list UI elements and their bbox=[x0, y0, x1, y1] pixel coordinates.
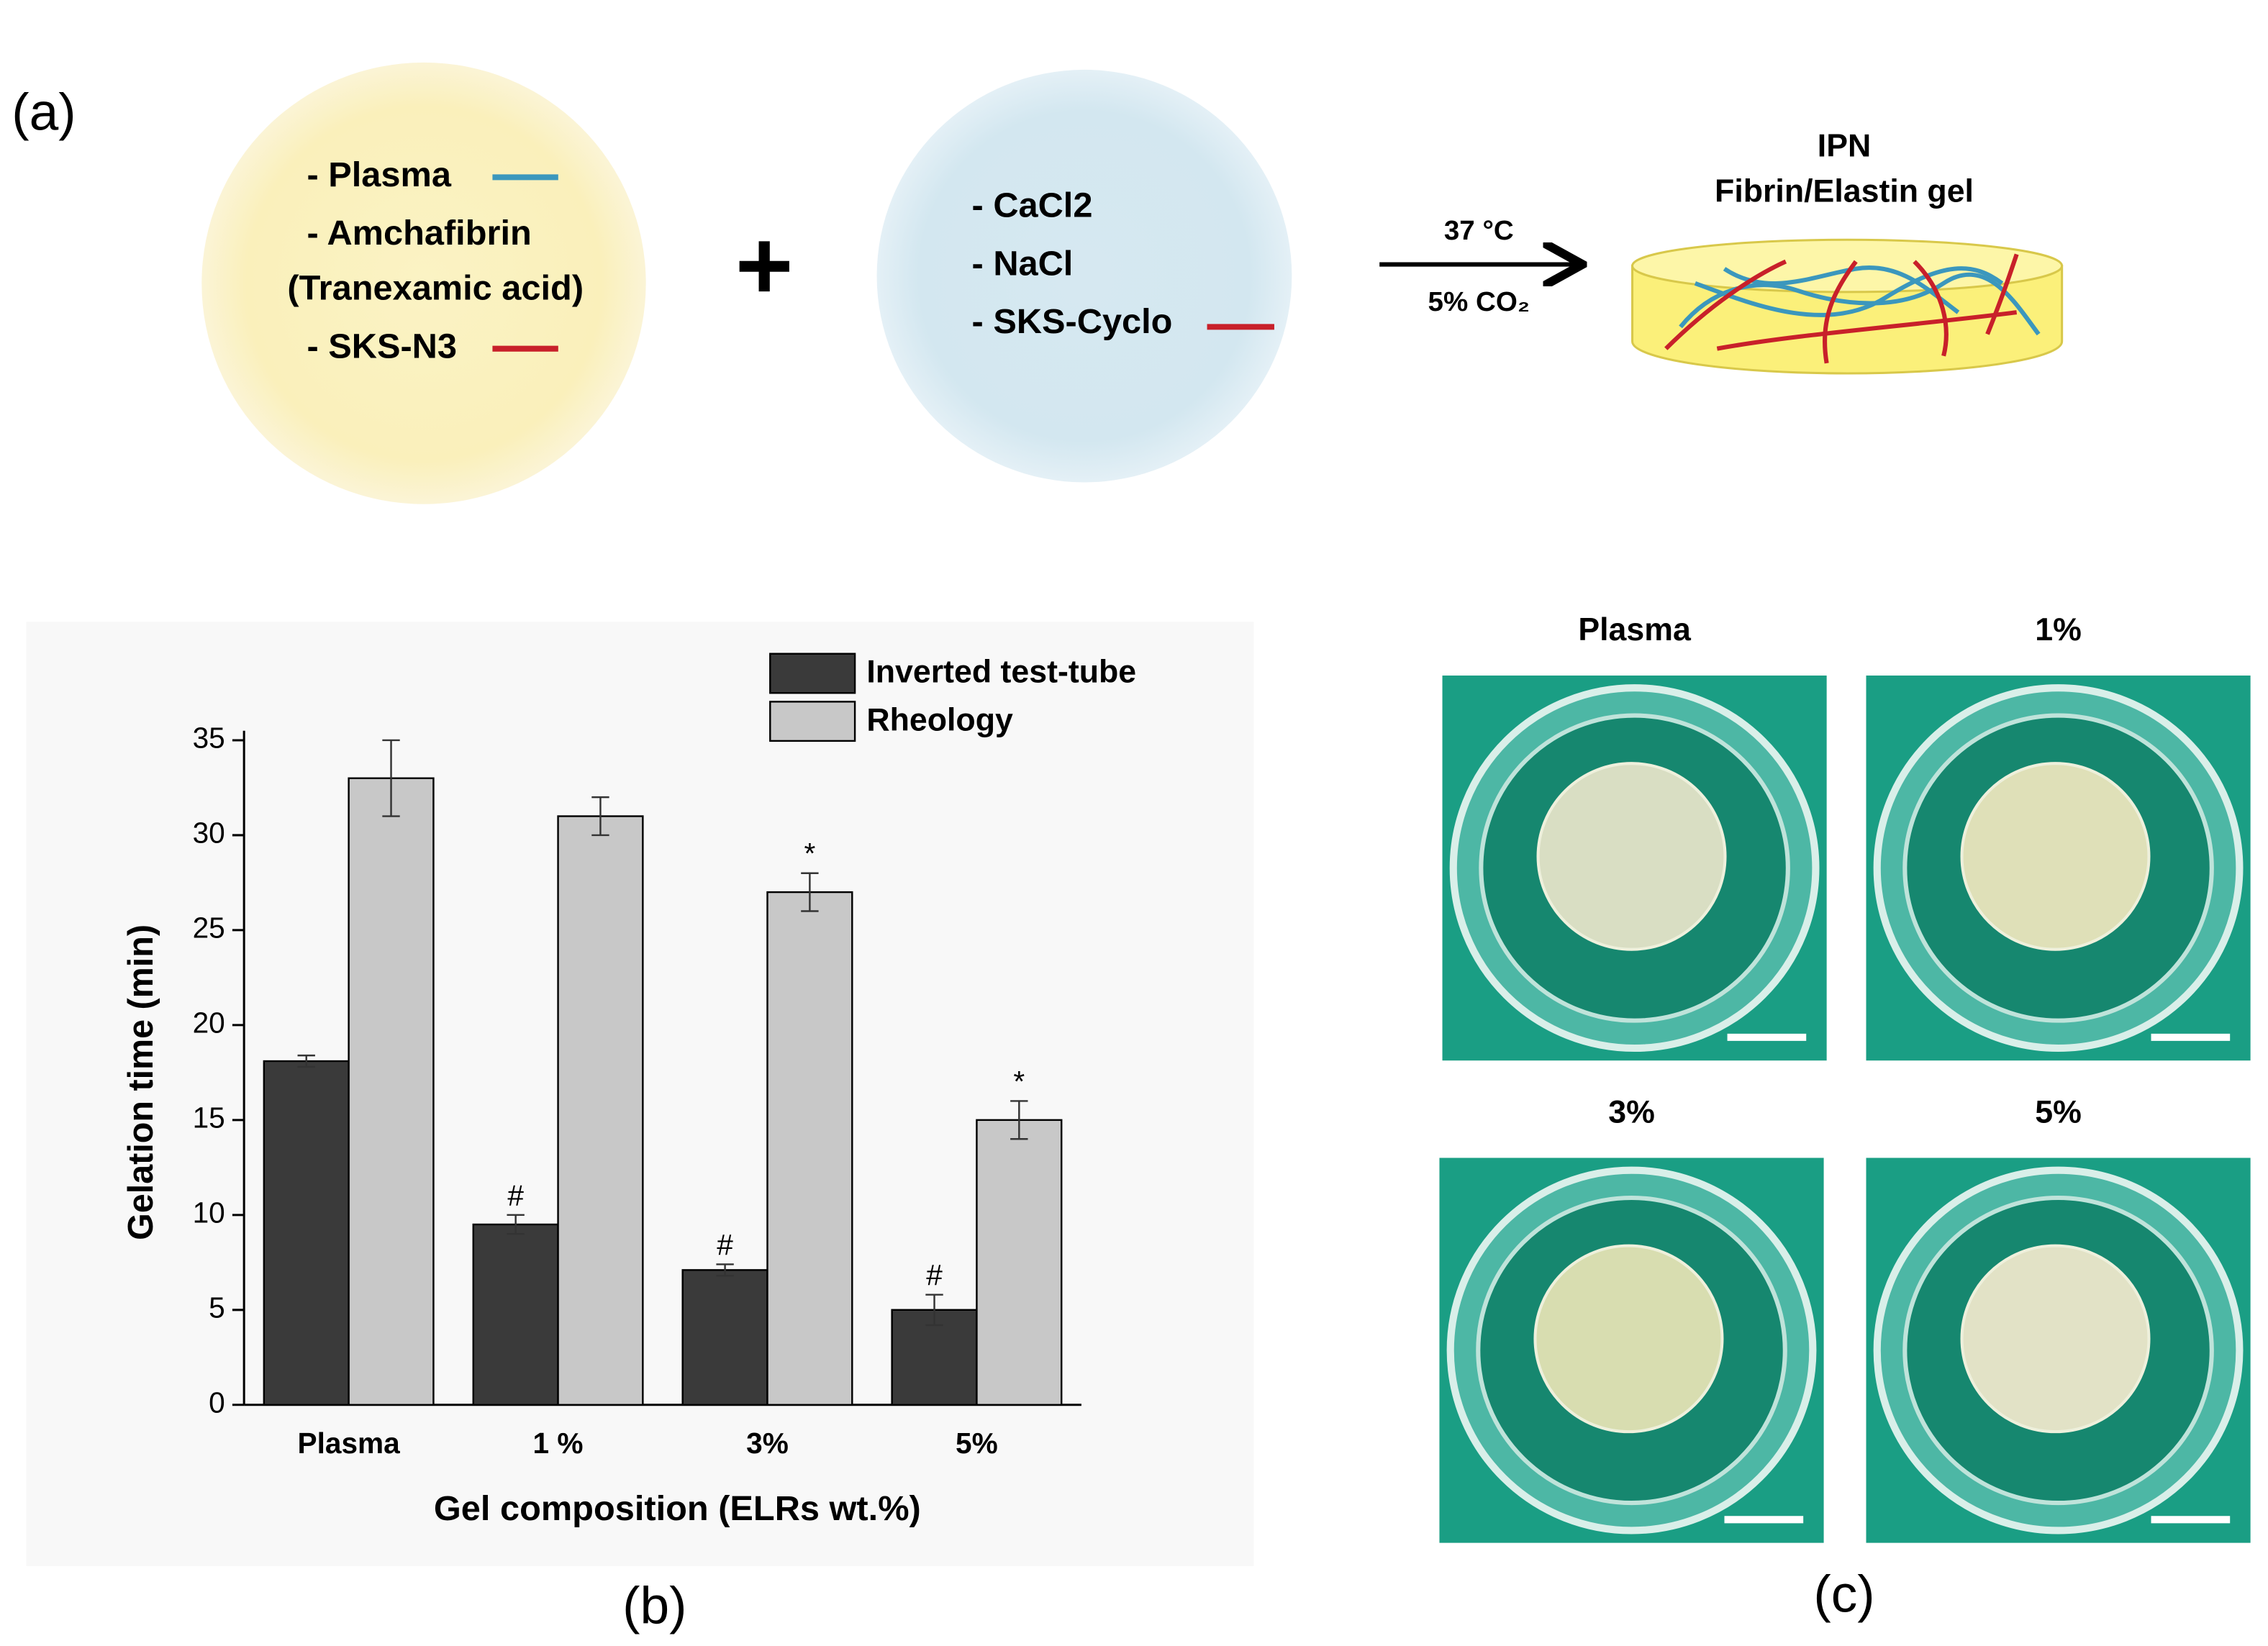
significance-mark: # bbox=[507, 1178, 524, 1211]
error-bar bbox=[591, 796, 609, 837]
mixture-item: (Tranexamic acid) bbox=[287, 269, 584, 308]
bar bbox=[557, 815, 644, 1406]
plus-sign: + bbox=[735, 210, 794, 321]
error-bar bbox=[716, 1263, 734, 1277]
panel-label: (b) bbox=[622, 1577, 686, 1635]
bar bbox=[681, 1269, 768, 1406]
x-tick-label: 5% bbox=[956, 1427, 998, 1460]
error-bar bbox=[925, 1293, 943, 1327]
error-bar bbox=[1010, 1100, 1028, 1140]
mixture-item: - Amchafibrin bbox=[307, 214, 531, 253]
gel bbox=[1960, 1244, 2151, 1434]
panel-label: (c) bbox=[1813, 1565, 1874, 1624]
mixture-item: - SKS-Cyclo bbox=[972, 302, 1173, 341]
bar bbox=[472, 1223, 559, 1406]
significance-mark: # bbox=[717, 1228, 733, 1261]
x-tick-label: 3% bbox=[746, 1427, 789, 1460]
mixture-item: - SKS-N3 bbox=[307, 327, 456, 366]
photo-label: 5% bbox=[2035, 1095, 2082, 1130]
y-tick-label: 35 bbox=[193, 722, 225, 755]
photo-grid: Plasma 1% 3% 5% bbox=[1439, 612, 2251, 1543]
y-tick-label: 0 bbox=[209, 1386, 225, 1419]
y-tick-label: 25 bbox=[193, 911, 225, 945]
mixture-circle bbox=[201, 62, 646, 504]
significance-mark: # bbox=[926, 1258, 943, 1291]
mixture-circle bbox=[876, 69, 1292, 483]
condition: 37 °C bbox=[1444, 215, 1514, 246]
bar-chart: 0 5 10 15 20 25 30 35 Plasma 1 % 3% 5% # # # * * Gelation… bbox=[122, 653, 1136, 1528]
photo-label: 1% bbox=[2035, 612, 2082, 647]
gel bbox=[1533, 1244, 1724, 1434]
significance-mark: * bbox=[1013, 1065, 1025, 1098]
gel-dish bbox=[1631, 238, 2064, 375]
mixture-item: - Plasma bbox=[307, 155, 451, 194]
product-label: Fibrin/Elastin gel bbox=[1715, 173, 1974, 209]
condition: 5% CO₂ bbox=[1428, 286, 1530, 317]
legend-label: Rheology bbox=[866, 702, 1013, 737]
mixture-item: - NaCl bbox=[972, 244, 1074, 283]
legend-label: Inverted test-tube bbox=[866, 655, 1136, 690]
bar bbox=[348, 777, 435, 1406]
photo-label: Plasma bbox=[1578, 612, 1692, 647]
gel bbox=[1960, 762, 2151, 951]
error-bar bbox=[297, 1054, 315, 1068]
significance-mark: * bbox=[804, 837, 815, 870]
mixture-item: - CaCl2 bbox=[972, 186, 1093, 225]
y-tick-label: 20 bbox=[193, 1006, 225, 1040]
y-tick-label: 15 bbox=[193, 1101, 225, 1135]
y-tick-label: 10 bbox=[193, 1196, 225, 1229]
x-tick-label: Plasma bbox=[297, 1427, 400, 1460]
gel bbox=[1536, 762, 1727, 951]
bar bbox=[263, 1060, 350, 1406]
y-tick-label: 5 bbox=[209, 1291, 225, 1324]
x-axis-title: Gel composition (ELRs wt.%) bbox=[434, 1489, 921, 1528]
x-tick-label: 1 % bbox=[533, 1427, 584, 1460]
error-bar bbox=[801, 872, 819, 912]
y-axis-title: Gelation time (min) bbox=[122, 924, 160, 1240]
legend-swatch bbox=[769, 701, 856, 742]
legend-swatch bbox=[769, 653, 856, 694]
error-bar bbox=[507, 1214, 525, 1235]
y-tick-label: 30 bbox=[193, 817, 225, 850]
error-bar bbox=[382, 739, 400, 817]
panel-label: (a) bbox=[12, 83, 76, 142]
product-label: IPN bbox=[1818, 129, 1871, 164]
bar bbox=[766, 891, 853, 1406]
bar bbox=[976, 1119, 1063, 1406]
photo-label: 3% bbox=[1608, 1095, 1655, 1130]
